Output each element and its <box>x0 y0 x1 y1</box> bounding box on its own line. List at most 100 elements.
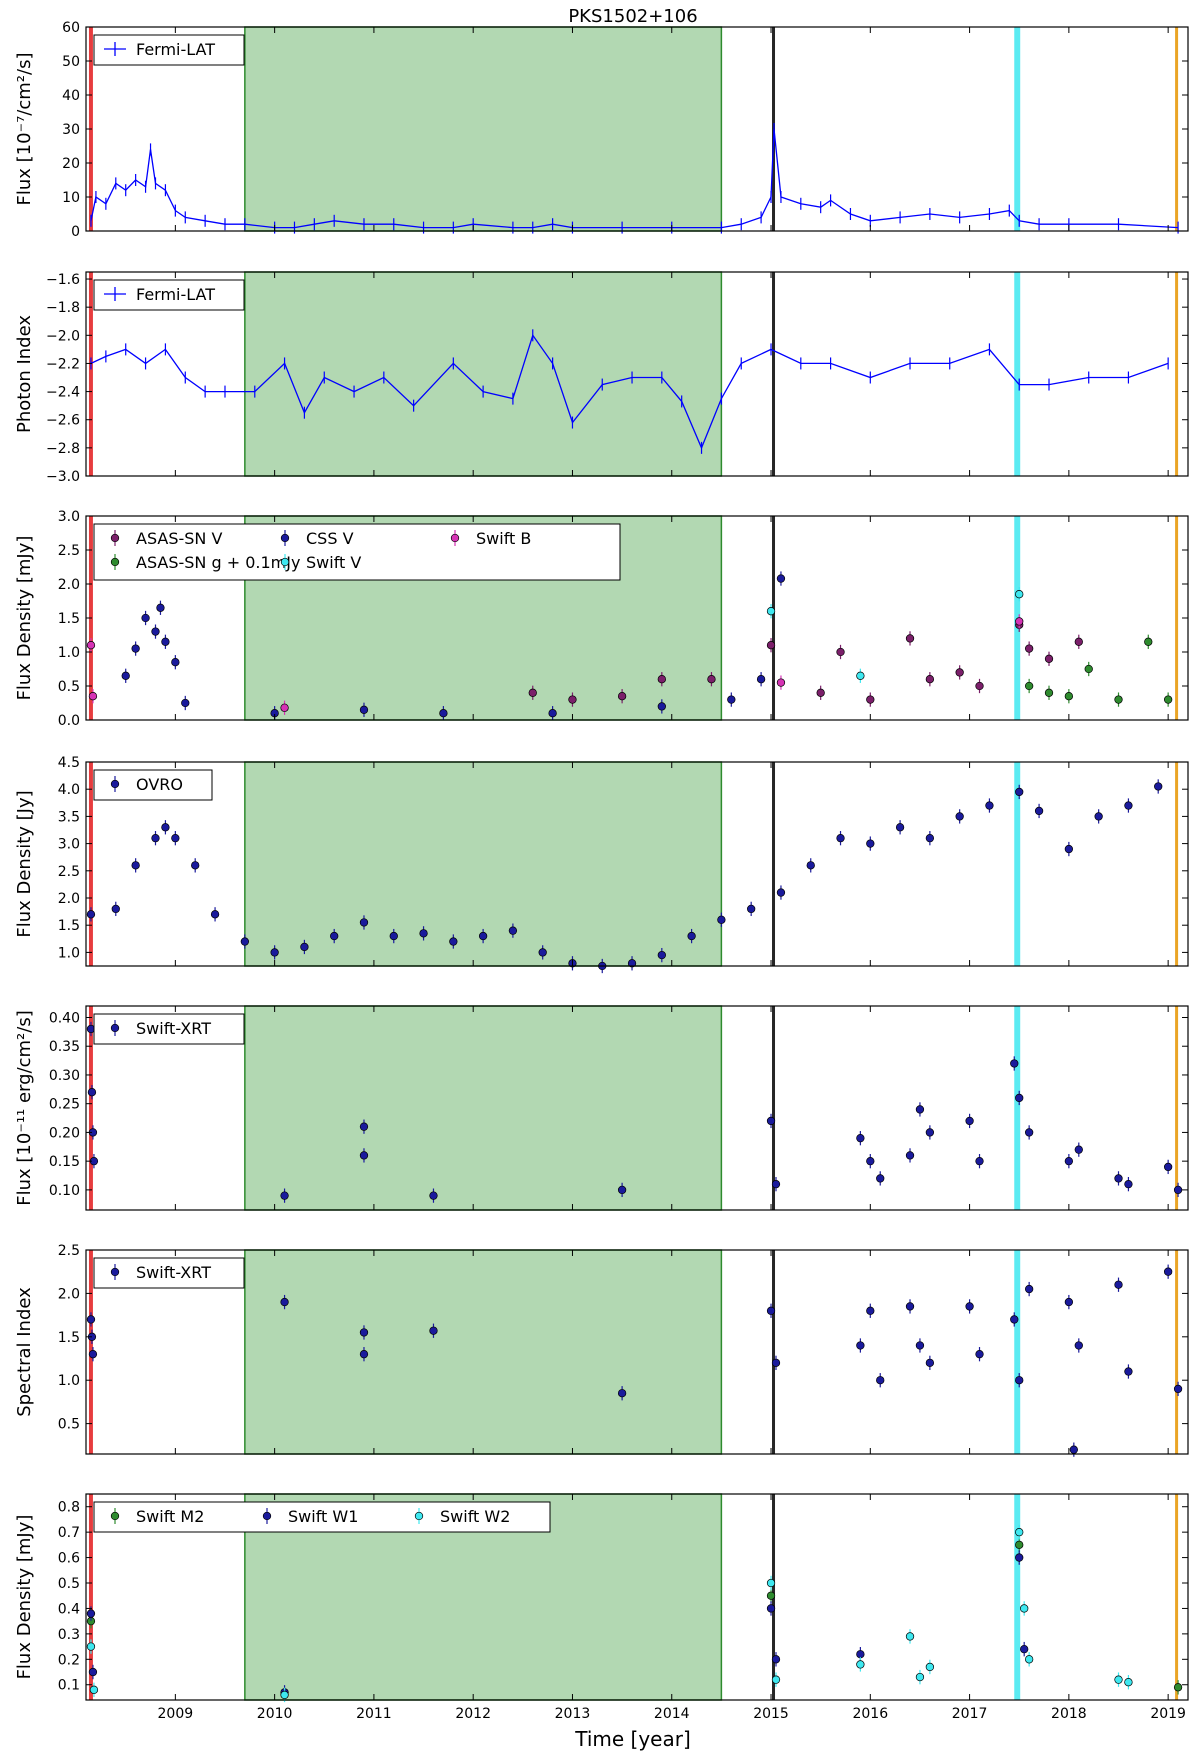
data-point <box>1064 844 1074 854</box>
data-point <box>965 1116 974 1126</box>
series-1 <box>86 1021 1183 1203</box>
y-tick-label: 4.5 <box>58 755 80 771</box>
marker-band <box>1014 272 1021 476</box>
series-line <box>90 333 1169 450</box>
data-point <box>905 1632 915 1641</box>
y-tick-label: −2.4 <box>46 385 80 401</box>
panel-6: 0.5 1.0 1.5 2.0 2.5 Spectral Index Swift-XRT <box>14 1243 1189 1457</box>
data-point <box>1124 801 1133 810</box>
marker-band <box>772 272 776 476</box>
legend-swatch <box>110 1023 120 1033</box>
y-tick-label: 1.0 <box>58 1373 80 1389</box>
data-point <box>955 668 964 677</box>
legend-label: Swift B <box>476 529 531 548</box>
data-point <box>905 1302 915 1311</box>
data-point <box>975 1350 984 1359</box>
axes-frame <box>85 761 1189 967</box>
y-tick-label: 0.20 <box>49 1125 80 1141</box>
data-point <box>1064 1157 1074 1166</box>
data-point <box>429 1191 438 1200</box>
data-point <box>87 1088 97 1097</box>
data-point <box>617 1185 627 1195</box>
data-point <box>359 705 369 714</box>
data-point <box>151 627 160 636</box>
legend-label: OVRO <box>136 775 183 794</box>
x-tick-label: 2011 <box>356 1706 392 1722</box>
data-point <box>1044 654 1054 663</box>
marker-band <box>88 1006 93 1210</box>
series-1 <box>90 123 1179 234</box>
data-point <box>1173 1185 1183 1195</box>
data-point <box>776 888 786 897</box>
marker-band <box>1014 1494 1021 1700</box>
data-point <box>657 950 666 960</box>
data-point <box>1094 812 1103 821</box>
data-point <box>985 801 994 810</box>
data-point <box>1015 1553 1024 1562</box>
data-point <box>1069 1445 1078 1454</box>
y-tick-label: 0.40 <box>49 1010 80 1026</box>
data-point <box>856 1134 865 1143</box>
marker-band <box>88 1494 93 1700</box>
data-point <box>1034 806 1044 816</box>
legend-swatch <box>280 533 290 543</box>
x-tick-label: 2018 <box>1051 1706 1087 1722</box>
series-1 <box>86 1264 1183 1457</box>
data-point <box>766 1306 776 1315</box>
shaded-region <box>244 271 723 477</box>
data-point <box>806 861 815 870</box>
series-3 <box>86 1524 1133 1703</box>
data-point <box>771 1675 781 1684</box>
data-point <box>1163 695 1173 704</box>
data-point <box>657 675 666 684</box>
y-tick-label: −1.6 <box>46 272 80 288</box>
data-point <box>856 1650 865 1659</box>
legend-label: ASAS-SN g + 0.1mJy <box>136 553 300 572</box>
legend: Fermi-LAT <box>93 279 245 311</box>
data-point <box>1114 695 1123 704</box>
data-point <box>876 1376 885 1385</box>
y-tick-label: −2.6 <box>46 413 80 429</box>
data-point <box>915 1672 925 1682</box>
data-point <box>915 1341 925 1350</box>
y-tick-label: −2.0 <box>46 328 80 344</box>
data-point <box>727 695 736 704</box>
y-tick-label: 0.4 <box>58 1601 80 1617</box>
legend: Swift M2 Swift W1 Swift W2 <box>93 1501 551 1533</box>
legend-swatch <box>414 1511 424 1521</box>
data-point <box>836 834 845 843</box>
data-point <box>1020 1644 1029 1654</box>
series-5 <box>86 614 1024 715</box>
y-tick-label: 3.0 <box>58 509 80 525</box>
data-point <box>171 658 180 667</box>
data-point <box>866 839 875 848</box>
y-tick-label: 0.15 <box>49 1154 80 1170</box>
data-point <box>895 823 905 832</box>
series-1 <box>86 779 1163 974</box>
data-point <box>1173 1384 1183 1394</box>
data-point <box>1154 782 1163 791</box>
marker-band <box>1014 27 1021 231</box>
data-point <box>1020 1604 1029 1613</box>
data-point <box>121 671 130 680</box>
data-point <box>766 1116 776 1126</box>
data-point <box>955 812 964 821</box>
axes-frame <box>85 1493 1189 1701</box>
legend-swatch <box>110 1267 120 1277</box>
x-tick-label: 2017 <box>952 1706 988 1722</box>
x-tick-label: 2009 <box>158 1706 194 1722</box>
y-tick-label: 0.5 <box>58 679 80 695</box>
legend-label: Swift-XRT <box>136 1263 211 1282</box>
y-tick-label: 0.0 <box>58 713 80 729</box>
data-point <box>1124 1678 1133 1687</box>
legend-swatch <box>110 557 120 567</box>
data-point <box>439 709 448 718</box>
y-tick-label: 0 <box>71 224 80 240</box>
data-point <box>1173 1683 1183 1692</box>
legend: Swift-XRT <box>93 1257 245 1289</box>
data-point <box>975 1157 984 1166</box>
data-point <box>766 1578 776 1588</box>
data-point <box>1163 1162 1173 1172</box>
data-point <box>617 1389 627 1398</box>
